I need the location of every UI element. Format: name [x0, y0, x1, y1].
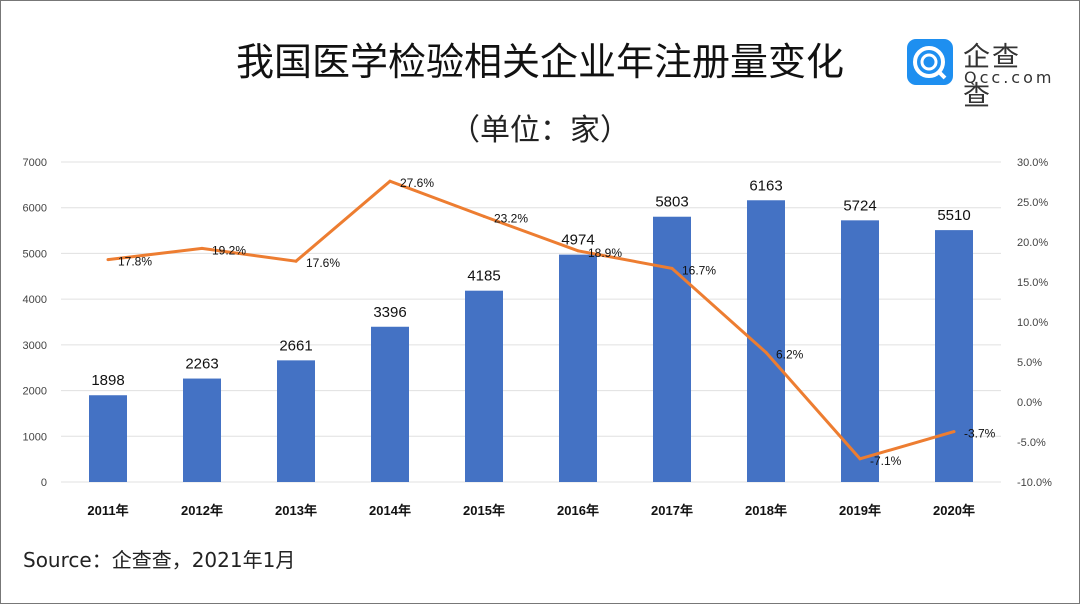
bar — [183, 378, 221, 482]
y2-tick-label: 30.0% — [1017, 157, 1048, 169]
y-tick-label: 3000 — [23, 340, 47, 352]
x-tick-label: 2011年 — [87, 503, 128, 518]
line-value-label: 17.8% — [118, 255, 152, 269]
x-tick-label: 2016年 — [557, 503, 599, 518]
y-tick-label: 5000 — [23, 248, 47, 260]
line-value-label: 16.7% — [682, 263, 716, 277]
bar-value-label: 5803 — [655, 194, 688, 211]
x-tick-label: 2019年 — [839, 503, 881, 518]
y2-tick-label: -10.0% — [1017, 477, 1052, 489]
growth-line — [107, 179, 955, 461]
line-value-label: -3.7% — [964, 427, 996, 441]
y-tick-label: 6000 — [23, 203, 47, 215]
y-tick-label: 2000 — [23, 386, 47, 398]
line-point — [952, 430, 956, 434]
bar-value-label: 5724 — [843, 197, 876, 214]
source-note: Source：企查查，2021年1月 — [23, 548, 296, 572]
bar — [277, 360, 315, 482]
line-value-label: 18.9% — [588, 246, 622, 260]
bar — [371, 326, 409, 482]
bar-value-label: 2263 — [185, 356, 218, 373]
line-point — [858, 457, 862, 461]
y2-tick-label: 0.0% — [1017, 397, 1042, 409]
bar-value-label: 4185 — [467, 268, 500, 285]
logo-icon — [907, 39, 953, 85]
line-point — [482, 214, 486, 218]
line-point — [576, 249, 580, 253]
bar-value-label: 5510 — [937, 207, 970, 224]
line-point — [294, 259, 298, 263]
plot-area: 0 1000 2000 3000 4000 5000 6000 7000 -10.0% -5.0%… — [23, 157, 1053, 518]
chart-subtitle: （单位：家） — [450, 113, 630, 148]
line-value-label: 17.6% — [306, 256, 340, 270]
x-tick-label: 2013年 — [275, 503, 317, 518]
bar-value-label: 4974 — [561, 232, 594, 249]
logo-url: Qcc.com — [964, 68, 1055, 87]
y-tick-label: 1000 — [23, 431, 47, 443]
bar — [935, 230, 973, 482]
line-point — [764, 350, 768, 354]
bar-value-label: 3396 — [373, 304, 406, 321]
logo-name: 企查查 — [963, 42, 1021, 112]
line-value-label: -7.1% — [870, 454, 902, 468]
x-tick-label: 2020年 — [933, 503, 975, 518]
bar — [653, 216, 691, 482]
x-tick-label: 2015年 — [463, 503, 505, 518]
y2-tick-label: 5.0% — [1017, 357, 1042, 369]
line-value-label: 6.2% — [776, 347, 804, 361]
bar — [465, 290, 503, 482]
y2-tick-label: 20.0% — [1017, 237, 1048, 249]
bar-value-label: 2661 — [279, 337, 312, 354]
line-point — [200, 246, 204, 250]
x-tick-label: 2014年 — [369, 503, 411, 518]
y-tick-label: 4000 — [23, 294, 47, 306]
x-tick-label: 2012年 — [181, 503, 223, 518]
logo: 企查查 Qcc.com — [907, 37, 1051, 112]
y2-tick-label: 15.0% — [1017, 277, 1048, 289]
y2-tick-label: 25.0% — [1017, 197, 1048, 209]
bar — [89, 395, 127, 482]
y2-tick-label: 10.0% — [1017, 317, 1048, 329]
line-point — [670, 266, 674, 270]
bar — [841, 220, 879, 482]
line-value-label: 27.6% — [400, 176, 434, 190]
x-tick-label: 2018年 — [745, 503, 787, 518]
line-point — [106, 258, 110, 262]
line-point — [388, 179, 392, 183]
chart-title: 我国医学检验相关企业年注册量变化 — [235, 40, 844, 84]
y-tick-label: 7000 — [23, 157, 47, 169]
bar-value-label: 1898 — [91, 372, 124, 389]
line-value-label: 19.2% — [212, 243, 246, 257]
y-tick-label: 0 — [41, 477, 47, 489]
line-value-label: 23.2% — [494, 211, 528, 225]
x-tick-label: 2017年 — [651, 503, 693, 518]
bar-value-label: 6163 — [749, 177, 782, 194]
bar — [559, 254, 597, 482]
y2-tick-label: -5.0% — [1017, 437, 1046, 449]
